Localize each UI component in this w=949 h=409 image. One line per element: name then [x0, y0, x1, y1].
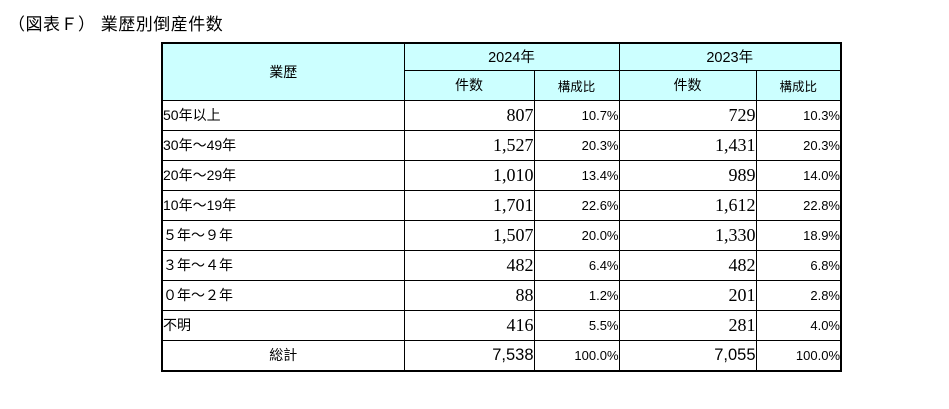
total-label: 総計 [161, 339, 405, 372]
share-2023: 4.0% [755, 309, 842, 341]
column-header-count-2023: 件数 [618, 69, 757, 101]
share-2023: 6.8% [755, 249, 842, 281]
column-header-year-2024: 2024年 [403, 42, 620, 71]
total-count-2024: 7,538 [403, 339, 535, 372]
share-2024: 22.6% [533, 189, 620, 221]
figure-title: （図表Ｆ） 業歴別倒産件数 [8, 15, 224, 34]
share-2024: 6.4% [533, 249, 620, 281]
table-row: 50年以上 807 10.7% 729 10.3% [161, 99, 842, 131]
count-2024: 807 [403, 99, 535, 131]
table-row: 30年～49年 1,527 20.3% 1,431 20.3% [161, 129, 842, 161]
share-2023: 2.8% [755, 279, 842, 311]
count-2024: 1,507 [403, 219, 535, 251]
count-2024: 416 [403, 309, 535, 341]
share-2023: 22.8% [755, 189, 842, 221]
count-2024: 482 [403, 249, 535, 281]
row-label: ３年～４年 [161, 249, 405, 281]
share-2024: 10.7% [533, 99, 620, 131]
share-2024: 20.0% [533, 219, 620, 251]
share-2024: 13.4% [533, 159, 620, 191]
total-row: 総計 7,538 100.0% 7,055 100.0% [161, 339, 842, 372]
share-2024: 5.5% [533, 309, 620, 341]
count-2023: 281 [618, 309, 757, 341]
table-row: ３年～４年 482 6.4% 482 6.8% [161, 249, 842, 281]
share-2023: 10.3% [755, 99, 842, 131]
total-share-2023: 100.0% [755, 339, 842, 372]
count-2024: 1,701 [403, 189, 535, 221]
total-share-2024: 100.0% [533, 339, 620, 372]
row-label: 10年～19年 [161, 189, 405, 221]
share-2023: 20.3% [755, 129, 842, 161]
header-row-measures: 件数 構成比 件数 構成比 [162, 69, 842, 101]
row-label: 不明 [161, 309, 405, 341]
count-2023: 1,431 [618, 129, 757, 161]
row-label: 20年～29年 [161, 159, 405, 191]
table-row: ０年～２年 88 1.2% 201 2.8% [161, 279, 842, 311]
table-row: 10年～19年 1,701 22.6% 1,612 22.8% [161, 189, 842, 221]
table-row: 20年～29年 1,010 13.4% 989 14.0% [161, 159, 842, 191]
count-2024: 1,010 [403, 159, 535, 191]
share-2024: 20.3% [533, 129, 620, 161]
count-2023: 729 [618, 99, 757, 131]
table-row: 不明 416 5.5% 281 4.0% [161, 309, 842, 341]
row-label: ０年～２年 [161, 279, 405, 311]
column-header-share-2023: 構成比 [755, 69, 842, 101]
header-row-years: 業歴 2024年 2023年 [161, 42, 842, 101]
table-row: ５年～９年 1,507 20.0% 1,330 18.9% [161, 219, 842, 251]
share-2023: 14.0% [755, 159, 842, 191]
column-header-business-age: 業歴 [161, 42, 405, 101]
row-label: 30年～49年 [161, 129, 405, 161]
count-2023: 989 [618, 159, 757, 191]
count-2023: 201 [618, 279, 757, 311]
count-2023: 1,330 [618, 219, 757, 251]
total-count-2023: 7,055 [618, 339, 757, 372]
row-label: 50年以上 [161, 99, 405, 131]
bankruptcy-by-business-age-table: 業歴 2024年 2023年 件数 構成比 件数 構成比 50年以上 807 1… [161, 42, 842, 372]
column-header-year-2023: 2023年 [618, 42, 842, 71]
count-2023: 482 [618, 249, 757, 281]
count-2024: 1,527 [403, 129, 535, 161]
count-2024: 88 [403, 279, 535, 311]
column-header-count-2024: 件数 [403, 69, 535, 101]
count-2023: 1,612 [618, 189, 757, 221]
share-2024: 1.2% [533, 279, 620, 311]
share-2023: 18.9% [755, 219, 842, 251]
column-header-share-2024: 構成比 [533, 69, 620, 101]
row-label: ５年～９年 [161, 219, 405, 251]
